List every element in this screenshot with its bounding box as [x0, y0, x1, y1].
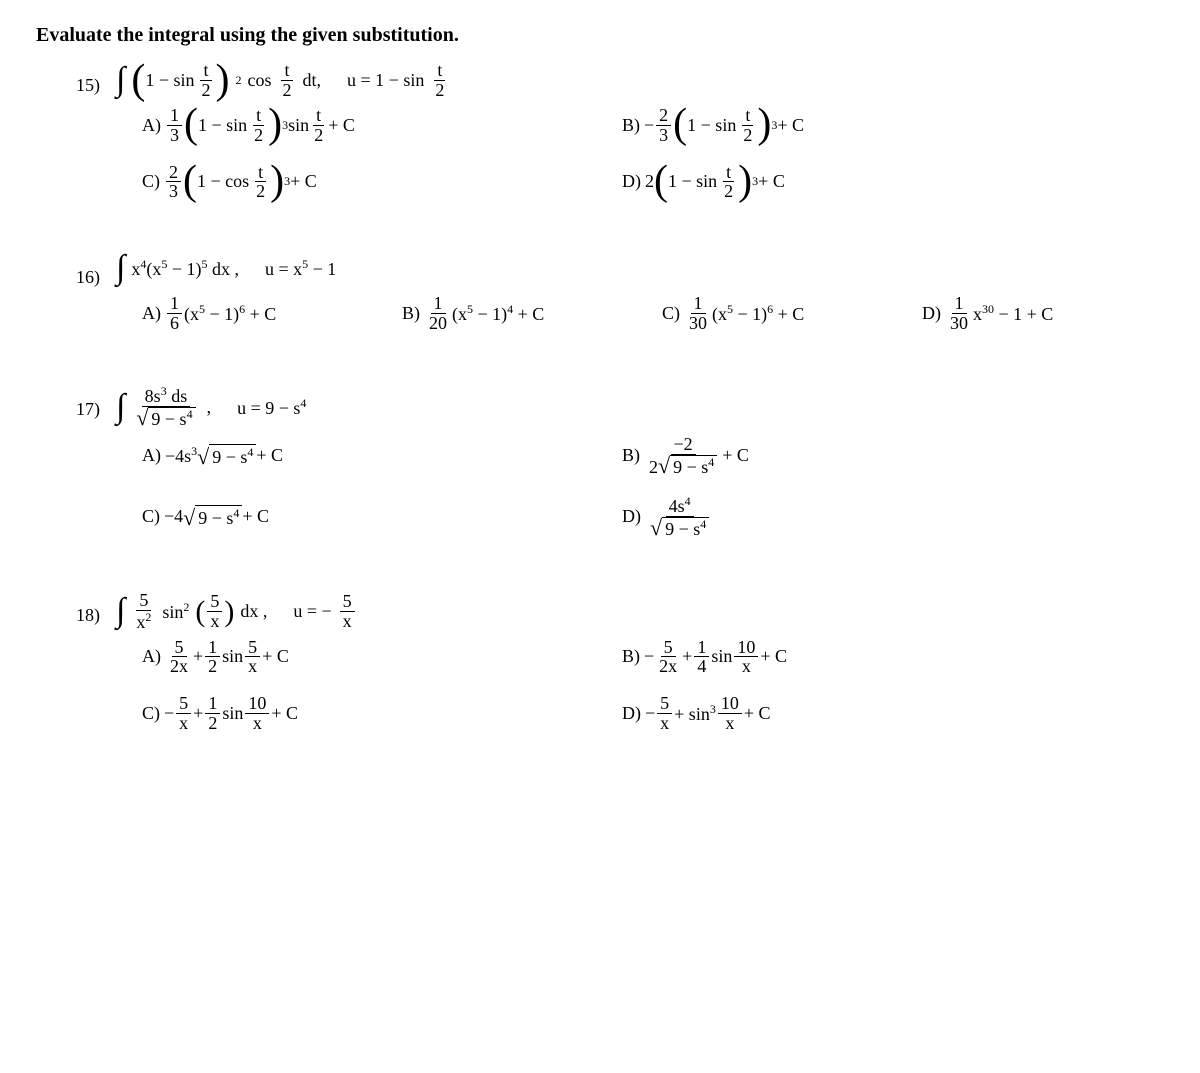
answers: A) 16 (x5 − 1)6 + C B) 120 (x5 − 1)4 + C… [142, 294, 1164, 333]
answer-C: C) 130 (x5 − 1)6 + C [662, 294, 922, 333]
answers: A) 13 (1 − sint2)3 sin t2 + C B) − 23 (1… [142, 106, 1164, 202]
problem-16: 16) ∫ x4(x5 − 1)5 dx , u = x5 − 1 A) 16 … [76, 253, 1164, 333]
answer-C: C) 23 (1 − cost2)3 + C [142, 163, 622, 202]
integral-icon: ∫ [116, 253, 125, 284]
problem-number: 15) [76, 61, 116, 96]
answer-B: B) −2 2√9 − s4 + C [622, 435, 1102, 477]
answer-B: B) 120 (x5 − 1)4 + C [402, 294, 662, 333]
integral-icon: ∫ [116, 596, 125, 627]
answer-A: A) −4s3 √9 − s4 + C [142, 435, 622, 477]
problem-18: 18) ∫ 5x2 sin2 (5x) dx , u = − 5x A) 52x… [76, 591, 1164, 733]
page-title: Evaluate the integral using the given su… [36, 24, 1164, 47]
answer-C: C) −4 √9 − s4 + C [142, 495, 622, 539]
answer-D: D) 4s4 √9 − s4 [622, 495, 1102, 539]
problem-stem: ∫ 5x2 sin2 (5x) dx , u = − 5x [116, 591, 357, 632]
answer-A: A) 52x + 12 sin 5x + C [142, 638, 622, 677]
answers: A) −4s3 √9 − s4 + C B) −2 2√9 − s4 + C C… [142, 435, 1164, 539]
answer-C: C) − 5x + 12 sin 10x + C [142, 694, 622, 733]
answer-D: D) 130 x30 − 1 + C [922, 294, 1182, 333]
problem-number: 16) [76, 253, 116, 288]
integral-icon: ∫ [116, 392, 125, 423]
answer-A: A) 13 (1 − sint2)3 sin t2 + C [142, 106, 622, 145]
integral-icon: ∫ [116, 65, 125, 96]
answer-D: D) − 5x + sin3 10x + C [622, 694, 1102, 733]
answers: A) 52x + 12 sin 5x + C B) − 52x + 14 sin… [142, 638, 1164, 734]
answer-D: D) 2 (1 − sint2)3 + C [622, 163, 1102, 202]
problem-17: 17) ∫ 8s3 ds √9 − s4 , u = 9 − s4 A) −4s… [76, 385, 1164, 539]
problem-number: 18) [76, 591, 116, 626]
answer-B: B) − 52x + 14 sin 10x + C [622, 638, 1102, 677]
problem-stem: ∫ 8s3 ds √9 − s4 , u = 9 − s4 [116, 385, 306, 429]
problem-15: 15) ∫ ( 1 − sin t2 ) 2 cos t2 dt, u = 1 … [76, 61, 1164, 201]
answer-B: B) − 23 (1 − sint2)3 + C [622, 106, 1102, 145]
problem-stem: ∫ ( 1 − sin t2 ) 2 cos t2 dt, u = 1 − si… [116, 61, 449, 100]
problem-stem: ∫ x4(x5 − 1)5 dx , u = x5 − 1 [116, 253, 336, 284]
answer-A: A) 16 (x5 − 1)6 + C [142, 294, 402, 333]
problem-number: 17) [76, 385, 116, 420]
